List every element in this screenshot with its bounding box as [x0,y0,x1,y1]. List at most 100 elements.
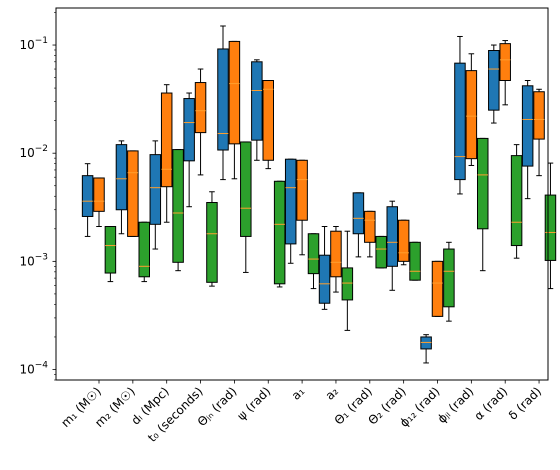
box [228,40,241,180]
box-body [284,158,297,245]
box [330,226,342,293]
box [499,40,511,106]
box-body [104,226,117,274]
box [251,59,263,161]
box-body [364,210,376,243]
box-body [431,260,444,317]
box [81,163,94,237]
box [431,260,444,317]
y-tick-label: 10−4 [19,361,48,377]
box-body [341,267,354,301]
box-body [172,149,184,263]
box-body [307,233,320,275]
box-body [386,206,398,267]
box-body [217,48,229,151]
x-tick-label: a₂ [323,384,342,403]
box-body [206,202,218,283]
box [262,80,274,170]
box [477,137,489,272]
box [104,226,117,283]
box [240,141,252,273]
box-body [296,159,308,221]
y-tick-label: 10−2 [19,144,48,160]
box [284,158,297,264]
x-tick-label: α (rad) [471,384,510,423]
y-axis: 10−4 10−3 10−2 10−1 [19,12,56,381]
box [318,226,331,310]
box [341,230,354,331]
box-body [454,62,466,181]
box-body [228,40,241,145]
box-body [443,248,455,308]
x-tick-label: a₁ [289,384,308,403]
box-body [409,241,421,281]
box-body [477,137,489,230]
box-body [544,194,557,261]
box [544,162,557,290]
box [510,144,523,259]
box-body [138,221,150,278]
box [409,241,421,281]
box [465,53,478,166]
box [138,221,150,283]
box [217,25,229,181]
box-body [262,80,274,161]
box [296,159,308,256]
box-body [375,235,387,269]
box-body [397,219,410,262]
box [375,235,387,269]
box [443,241,455,322]
box-body [194,82,207,134]
box-body [115,144,128,211]
box [172,149,184,272]
box [206,191,218,287]
box [352,192,365,258]
box [115,140,128,235]
box-body [521,85,534,167]
box [533,88,545,177]
box [364,210,376,258]
box-body [352,192,365,235]
box-body [183,98,195,162]
box [420,334,432,364]
box-body [499,43,511,82]
series-group [93,40,545,317]
box-body [93,177,105,212]
series-group [104,137,557,331]
box-body [330,230,342,278]
x-tick-label: ϕⱼₗ (rad) [435,384,477,426]
plot-frame [55,7,549,381]
box [160,84,173,223]
box-body [420,336,432,350]
box [127,150,139,237]
box [183,92,195,208]
box-body [251,61,263,141]
box [454,35,466,195]
box-body [240,141,252,237]
box [397,219,410,266]
y-tick-label: 10−1 [19,36,48,52]
box-body [318,254,331,304]
box-body [510,155,523,247]
box [194,68,207,176]
box-body [160,92,173,188]
x-axis: m₁ (M☉)m₂ (M☉)dₗ (Mpc)t₀ (seconds)Θⱼₙ (r… [58,380,544,445]
box [93,177,105,228]
box [307,233,320,290]
box-body [149,154,162,225]
box-body [488,50,500,111]
box [521,80,534,200]
box-body [533,91,545,140]
box [386,200,398,291]
y-tick-label: 10−3 [19,252,48,268]
box-body [81,175,94,217]
box [488,44,500,124]
box [273,180,286,288]
x-tick-label: ψ (rad) [234,384,273,423]
box-body [465,70,478,160]
x-tick-label: δ (rad) [506,384,544,422]
box-body [273,180,286,285]
box-body [127,150,139,237]
box [149,140,162,250]
